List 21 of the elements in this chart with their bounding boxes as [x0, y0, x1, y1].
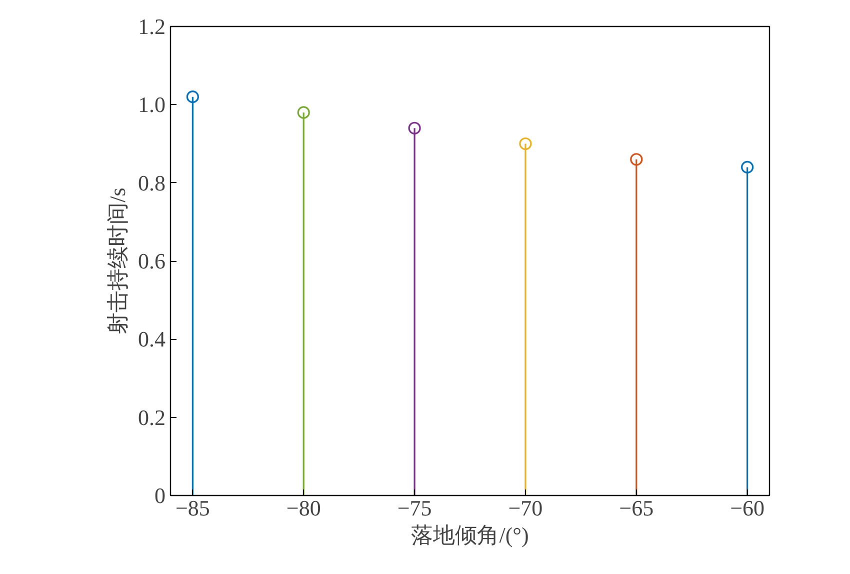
x-tick-label: −75 [397, 496, 432, 520]
y-tick-label: 1.2 [138, 14, 166, 39]
x-tick-label: −60 [730, 496, 765, 520]
x-tick-label: −85 [175, 496, 210, 520]
point [408, 122, 421, 134]
point [186, 90, 199, 104]
y-tick-label: 0 [154, 483, 166, 508]
y-tick-label: 0.4 [138, 326, 166, 352]
y-tick-label: 0.6 [138, 248, 166, 274]
point [741, 160, 754, 174]
x-tick-label: −70 [508, 496, 543, 520]
point [519, 137, 532, 150]
y-tick-label: 1.0 [138, 92, 166, 118]
y-axis-title: 射击持续时间/s [105, 188, 130, 334]
x-tick-label: −80 [286, 496, 321, 520]
y-tick-label: 0.2 [138, 404, 166, 430]
point [630, 153, 643, 166]
y-tick-label: 0.8 [138, 170, 166, 196]
x-axis-title: 落地倾角/(°) [411, 522, 529, 548]
point [297, 106, 310, 119]
x-tick-label: −65 [619, 496, 654, 520]
